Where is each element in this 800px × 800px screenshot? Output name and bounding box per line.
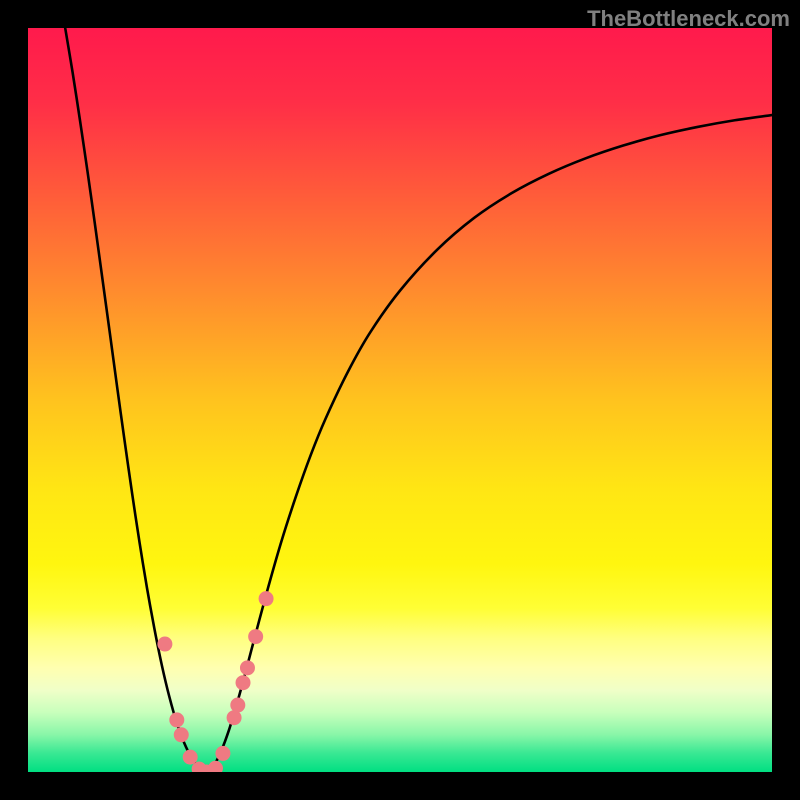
marker-point bbox=[249, 630, 263, 644]
marker-point bbox=[227, 711, 241, 725]
marker-point bbox=[170, 713, 184, 727]
marker-point bbox=[174, 728, 188, 742]
marker-point bbox=[183, 750, 197, 764]
right-curve bbox=[207, 115, 772, 772]
marker-point bbox=[216, 746, 230, 760]
plot-area bbox=[28, 28, 772, 772]
chart-container: TheBottleneck.com bbox=[0, 0, 800, 800]
marker-point bbox=[231, 698, 245, 712]
markers-group bbox=[158, 592, 273, 772]
left-curve bbox=[65, 28, 206, 772]
marker-point bbox=[158, 637, 172, 651]
marker-point bbox=[240, 661, 254, 675]
attribution-text: TheBottleneck.com bbox=[587, 6, 790, 32]
marker-point bbox=[208, 761, 222, 772]
curves-layer bbox=[28, 28, 772, 772]
marker-point bbox=[259, 592, 273, 606]
marker-point bbox=[236, 676, 250, 690]
